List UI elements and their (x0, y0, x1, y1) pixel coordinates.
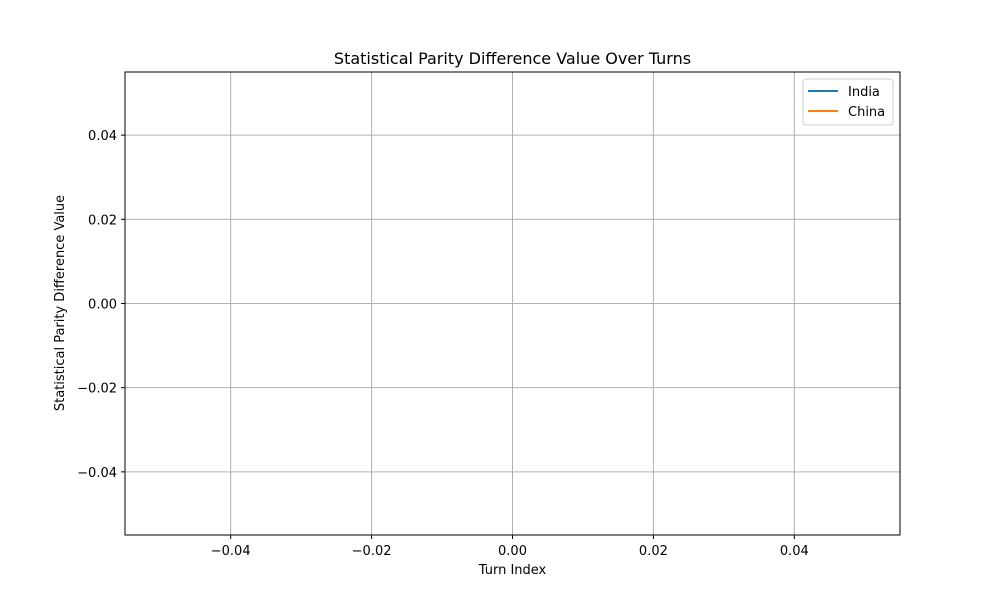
legend-label-china: China (848, 105, 885, 120)
legend: India China (802, 78, 894, 126)
y-tick-label: −0.02 (77, 382, 117, 397)
x-tick-label: 0.02 (639, 544, 668, 559)
grid (125, 72, 900, 535)
y-tick-label: 0.02 (88, 213, 117, 228)
x-tick-label: 0.04 (780, 544, 809, 559)
chart-title: Statistical Parity Difference Value Over… (334, 49, 691, 68)
x-axis-label: Turn Index (478, 563, 547, 578)
y-tick-label: 0.04 (88, 129, 117, 144)
legend-label-india: India (848, 85, 880, 100)
y-tick-label: −0.04 (77, 466, 117, 481)
x-tick-label: −0.02 (352, 544, 392, 559)
x-axis-ticks: −0.04 −0.02 0.00 0.02 0.04 (211, 535, 809, 559)
y-axis-label: Statistical Parity Difference Value (53, 195, 68, 411)
x-tick-label: 0.00 (498, 544, 527, 559)
y-axis-ticks: 0.04 0.02 0.00 −0.02 −0.04 (77, 129, 125, 481)
x-tick-label: −0.04 (211, 544, 251, 559)
y-tick-label: 0.00 (88, 298, 117, 313)
